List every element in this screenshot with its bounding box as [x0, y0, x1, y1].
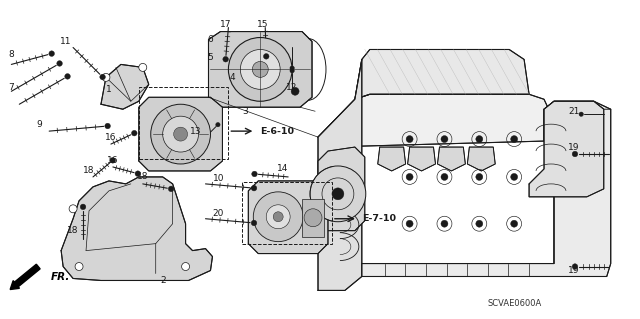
Polygon shape	[318, 147, 365, 231]
Circle shape	[290, 69, 294, 73]
Polygon shape	[248, 181, 328, 254]
Polygon shape	[209, 32, 312, 107]
Circle shape	[579, 112, 584, 116]
Circle shape	[57, 61, 62, 66]
Circle shape	[476, 174, 483, 181]
Circle shape	[266, 205, 290, 229]
Circle shape	[252, 185, 257, 191]
Circle shape	[216, 122, 220, 127]
Circle shape	[131, 130, 137, 136]
Circle shape	[252, 220, 257, 226]
Circle shape	[406, 136, 413, 143]
Text: 18: 18	[83, 167, 95, 175]
Polygon shape	[101, 64, 148, 109]
Text: E-7-10: E-7-10	[362, 214, 396, 223]
Text: 16: 16	[107, 157, 118, 166]
Text: 19: 19	[568, 266, 580, 275]
Circle shape	[476, 220, 483, 227]
Text: 15: 15	[257, 20, 268, 29]
Polygon shape	[408, 147, 435, 171]
Text: 17: 17	[220, 20, 231, 29]
Circle shape	[75, 263, 83, 271]
Text: 20: 20	[212, 209, 224, 218]
Text: 21: 21	[568, 107, 580, 116]
Text: SCVAE0600A: SCVAE0600A	[487, 299, 541, 308]
Text: FR.: FR.	[51, 272, 70, 282]
Polygon shape	[467, 147, 495, 171]
FancyArrow shape	[10, 264, 40, 290]
Circle shape	[69, 205, 77, 213]
Circle shape	[139, 63, 147, 71]
Polygon shape	[378, 147, 406, 171]
Circle shape	[572, 151, 578, 157]
Circle shape	[173, 127, 188, 141]
Circle shape	[511, 220, 518, 227]
Circle shape	[511, 136, 518, 143]
Polygon shape	[318, 94, 554, 147]
Circle shape	[291, 87, 299, 95]
Circle shape	[80, 204, 86, 210]
Polygon shape	[362, 101, 611, 277]
Text: 9: 9	[36, 120, 42, 129]
Circle shape	[100, 74, 106, 80]
Text: 1: 1	[106, 85, 112, 94]
Polygon shape	[139, 97, 223, 171]
Bar	[302, 199, 324, 237]
Text: 19: 19	[568, 143, 580, 152]
Text: 18: 18	[137, 173, 148, 182]
Circle shape	[241, 49, 280, 89]
Polygon shape	[355, 49, 529, 99]
Circle shape	[110, 158, 116, 163]
Bar	[139, 87, 228, 159]
Circle shape	[572, 264, 578, 269]
Circle shape	[223, 56, 228, 62]
Circle shape	[441, 220, 448, 227]
Polygon shape	[61, 177, 212, 280]
Circle shape	[252, 171, 257, 177]
Text: E-6-10: E-6-10	[260, 127, 294, 136]
Circle shape	[49, 51, 54, 56]
Circle shape	[253, 192, 303, 241]
Bar	[243, 182, 332, 244]
Circle shape	[406, 174, 413, 181]
Circle shape	[310, 166, 366, 222]
Circle shape	[163, 116, 198, 152]
Text: 8: 8	[8, 50, 14, 59]
Circle shape	[273, 212, 283, 222]
Circle shape	[264, 54, 269, 59]
Text: 3: 3	[243, 107, 248, 116]
Text: 13: 13	[190, 127, 202, 136]
Text: 14: 14	[276, 165, 288, 174]
Circle shape	[102, 73, 110, 81]
Polygon shape	[318, 59, 362, 290]
Text: 6: 6	[207, 35, 213, 44]
Circle shape	[441, 174, 448, 181]
Polygon shape	[438, 147, 465, 171]
Circle shape	[290, 66, 294, 70]
Text: 16: 16	[105, 133, 116, 142]
Circle shape	[182, 263, 189, 271]
Circle shape	[332, 188, 344, 200]
Text: 5: 5	[207, 53, 213, 62]
Circle shape	[252, 62, 268, 78]
Circle shape	[441, 136, 448, 143]
Circle shape	[151, 104, 211, 164]
Text: 12: 12	[287, 83, 298, 92]
Circle shape	[105, 123, 111, 129]
Circle shape	[511, 174, 518, 181]
Text: 4: 4	[230, 73, 235, 82]
Text: 10: 10	[212, 174, 224, 183]
Circle shape	[65, 74, 70, 79]
Text: 18: 18	[67, 226, 79, 235]
Circle shape	[476, 136, 483, 143]
Circle shape	[228, 38, 292, 101]
Circle shape	[304, 209, 322, 227]
Circle shape	[406, 220, 413, 227]
Text: 2: 2	[160, 276, 166, 285]
Text: 7: 7	[8, 83, 14, 92]
Text: 11: 11	[60, 37, 72, 46]
Circle shape	[168, 186, 174, 192]
Circle shape	[135, 171, 141, 176]
Polygon shape	[529, 101, 604, 197]
